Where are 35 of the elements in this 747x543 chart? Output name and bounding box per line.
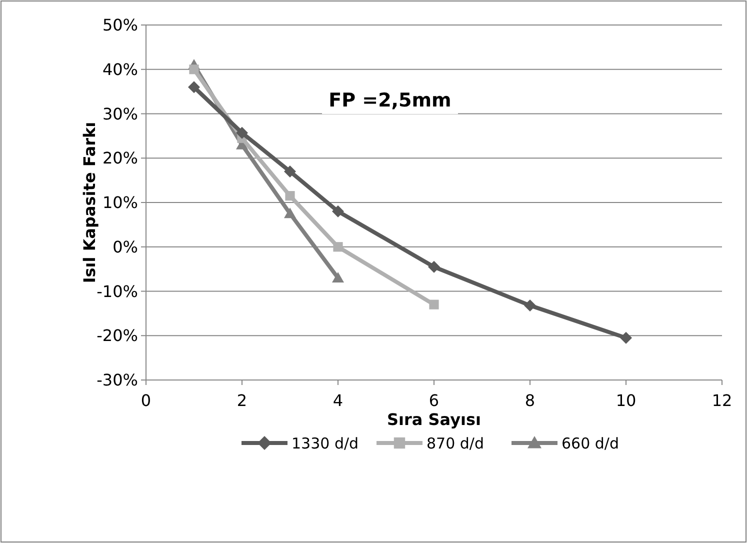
point (188, 81, 200, 94)
point (284, 208, 296, 218)
annotation: FP =2,5mm (328, 90, 452, 112)
point (524, 299, 536, 312)
point (332, 205, 344, 218)
legend-label: 1330 d/d (292, 434, 359, 452)
point (285, 191, 295, 201)
x-axis-title: Sıra Sayısı (386, 410, 482, 429)
y-tick-label: 30% (102, 104, 138, 124)
x-tick-label: 8 (524, 391, 536, 410)
x-tick-label: 6 (428, 391, 440, 410)
y-axis-title: Isıl Kapasite Farkı (80, 122, 99, 284)
y-tick-label: -20% (96, 326, 138, 346)
point (236, 126, 248, 139)
point (428, 260, 440, 273)
x-tick-label: 10 (616, 391, 636, 410)
x-tick-label: 0 (140, 391, 152, 410)
x-tick-label: 12 (712, 391, 732, 410)
x-tick-label: 2 (236, 391, 248, 410)
y-tick-label: -10% (96, 282, 138, 301)
point (284, 165, 296, 178)
y-tick-label: 10% (102, 193, 138, 212)
point (189, 64, 199, 74)
point (333, 242, 343, 252)
legend-label: 870 d/d (426, 434, 484, 452)
point (429, 300, 439, 310)
y-tick-label: 40% (102, 60, 138, 79)
y-tick-label: 50% (102, 16, 138, 35)
y-tick-label: 0% (112, 237, 138, 256)
x-tick-label: 4 (332, 391, 344, 410)
legend-label: 660 d/d (562, 434, 619, 452)
y-tick-label: 20% (102, 148, 138, 168)
point (620, 332, 632, 344)
point (332, 272, 344, 282)
y-tick-label: -30% (96, 370, 138, 390)
